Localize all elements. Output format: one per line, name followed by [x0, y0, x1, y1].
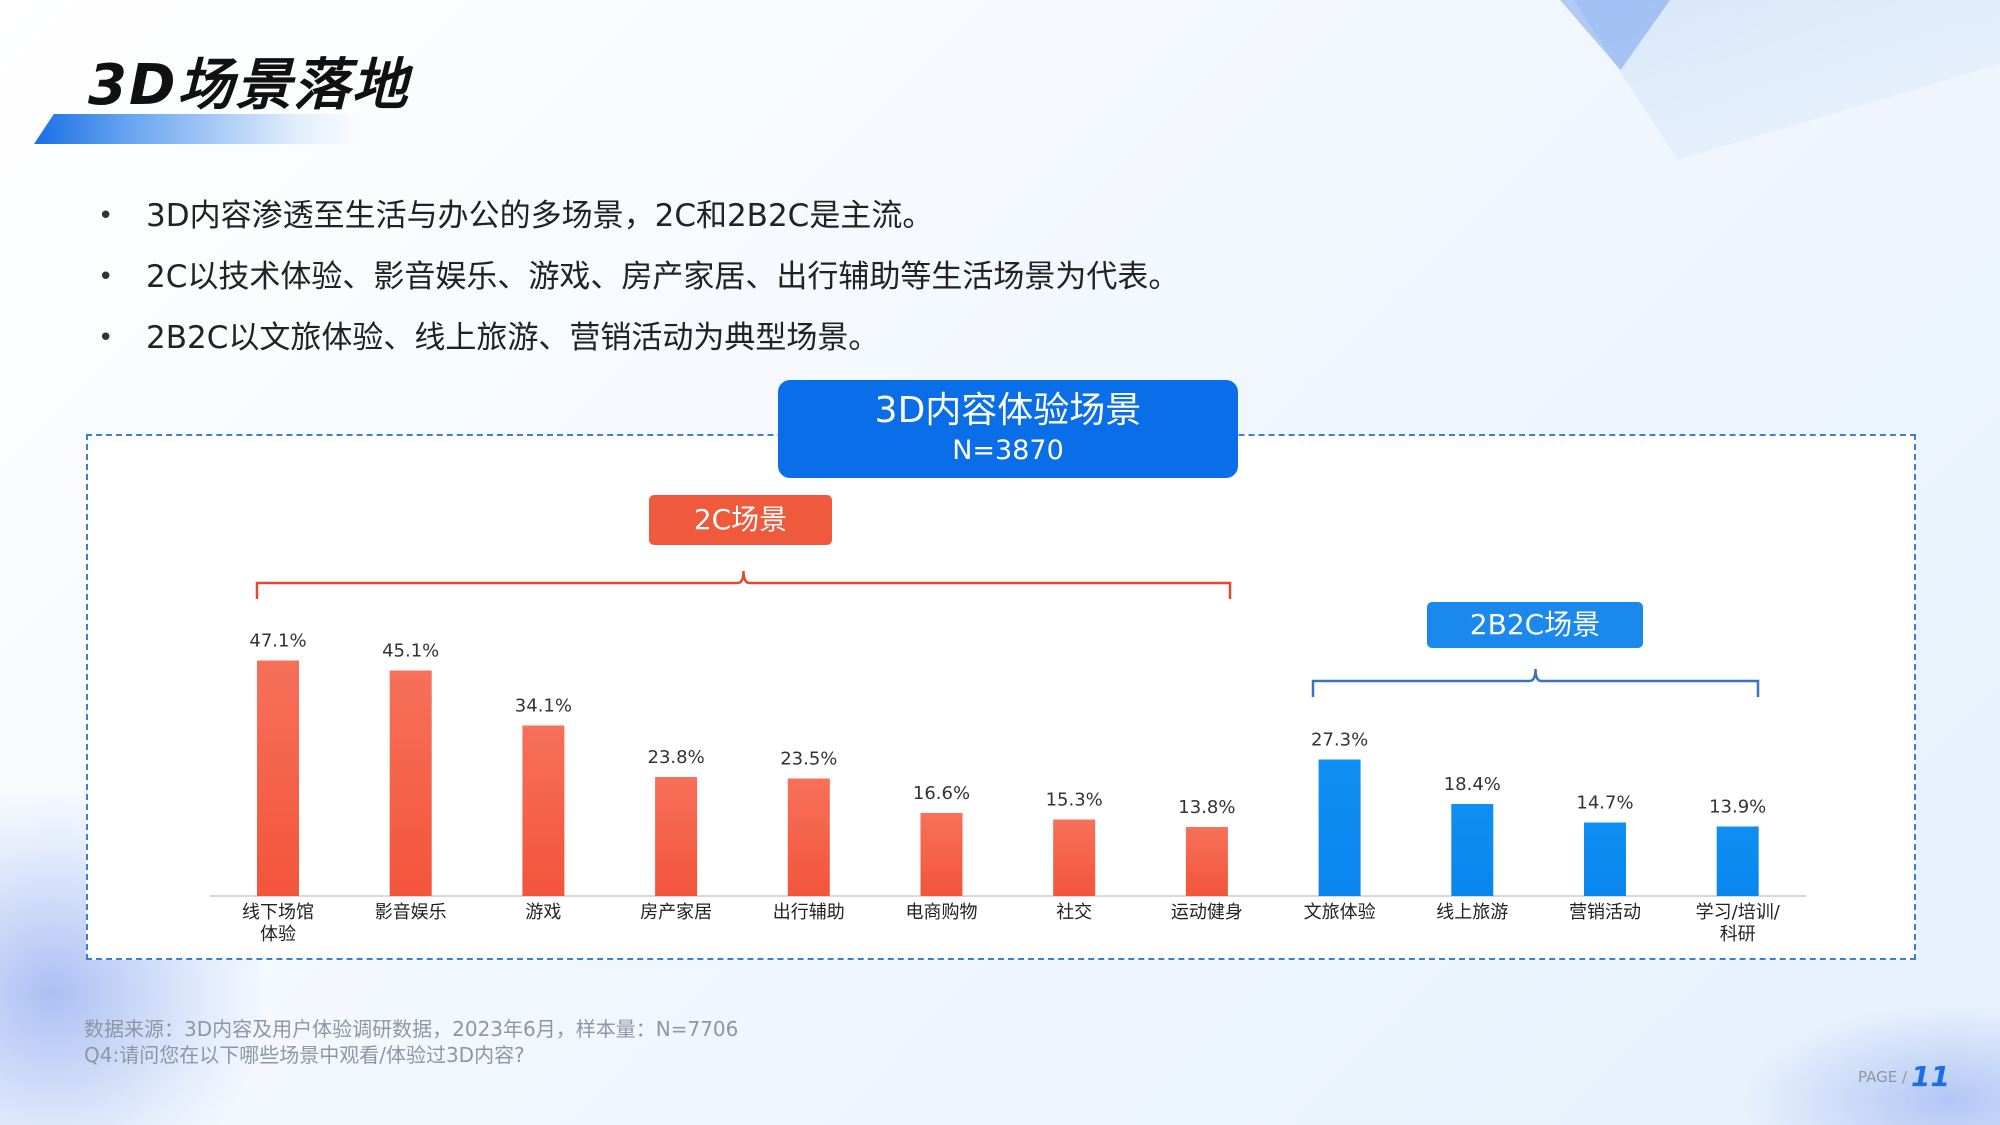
bar	[389, 670, 432, 896]
data-label: 15.3%	[1046, 790, 1103, 811]
chart-title: 3D内容体验场景	[874, 390, 1142, 431]
bullet-item: 3D内容渗透至生活与办公的多场景，2C和2B2C是主流。	[98, 186, 1179, 247]
source-line: Q4:请问您在以下哪些场景中观看/体验过3D内容?	[84, 1043, 525, 1067]
chart-header-badge: 3D内容体验场景 N=3870	[778, 380, 1238, 478]
data-label: 27.3%	[1311, 730, 1368, 751]
category-label: 营销活动	[1569, 902, 1641, 923]
bar	[1318, 759, 1361, 896]
group-tag-2b2c: 2B2C场景	[1427, 602, 1643, 648]
category-label: 学习/培训/	[1696, 902, 1781, 923]
data-label: 13.9%	[1709, 797, 1766, 818]
title-underline-bar	[34, 114, 364, 144]
data-label: 16.6%	[913, 783, 970, 804]
page-number: PAGE /11	[1858, 1060, 1950, 1093]
data-label: 23.8%	[648, 747, 705, 768]
page-number-value: 11	[1911, 1060, 1950, 1093]
source-line: 数据来源：3D内容及用户体验调研数据，2023年6月，样本量：N=7706	[84, 1017, 739, 1041]
data-label: 23.5%	[780, 749, 837, 770]
data-label: 34.1%	[515, 696, 572, 717]
category-label: 线下场馆	[242, 902, 314, 923]
bar	[1053, 819, 1096, 896]
bar	[1584, 822, 1626, 896]
bar	[257, 660, 299, 896]
bullet-list: 3D内容渗透至生活与办公的多场景，2C和2B2C是主流。 2C以技术体验、影音娱…	[98, 186, 1179, 369]
data-label: 14.7%	[1576, 793, 1633, 814]
category-label: 科研	[1720, 924, 1756, 945]
category-label: 体验	[260, 924, 296, 945]
bullet-item: 2B2C以文旅体验、线上旅游、营销活动为典型场景。	[98, 308, 1179, 369]
source-note: 数据来源：3D内容及用户体验调研数据，2023年6月，样本量：N=7706 Q4…	[84, 1016, 738, 1068]
category-label: 运动健身	[1171, 902, 1243, 923]
bar	[1716, 826, 1759, 896]
bar	[655, 777, 698, 896]
category-label: 房产家居	[640, 902, 712, 923]
category-label: 文旅体验	[1304, 902, 1376, 923]
bar	[920, 813, 963, 896]
category-label: 游戏	[525, 902, 561, 923]
bar	[522, 725, 565, 896]
bar	[1185, 827, 1228, 896]
page-label: PAGE /	[1858, 1068, 1908, 1086]
bullet-item: 2C以技术体验、影音娱乐、游戏、房产家居、出行辅助等生活场景为代表。	[98, 247, 1179, 308]
bracket-2c	[255, 570, 1232, 599]
data-label: 13.8%	[1178, 797, 1235, 818]
data-label: 18.4%	[1444, 774, 1501, 795]
category-label: 出行辅助	[773, 902, 845, 923]
category-label: 社交	[1056, 902, 1092, 923]
data-label: 47.1%	[249, 631, 306, 652]
group-tag-2c: 2C场景	[649, 495, 832, 545]
bracket-2b2c	[1311, 668, 1760, 697]
bar	[787, 778, 830, 896]
bar	[1451, 804, 1494, 896]
category-label: 线上旅游	[1436, 902, 1508, 923]
chart-sample-size: N=3870	[952, 435, 1064, 466]
page-title: 3D场景落地	[88, 53, 410, 118]
data-label: 45.1%	[382, 641, 439, 662]
category-label: 电商购物	[906, 902, 978, 923]
category-label: 影音娱乐	[375, 902, 447, 923]
